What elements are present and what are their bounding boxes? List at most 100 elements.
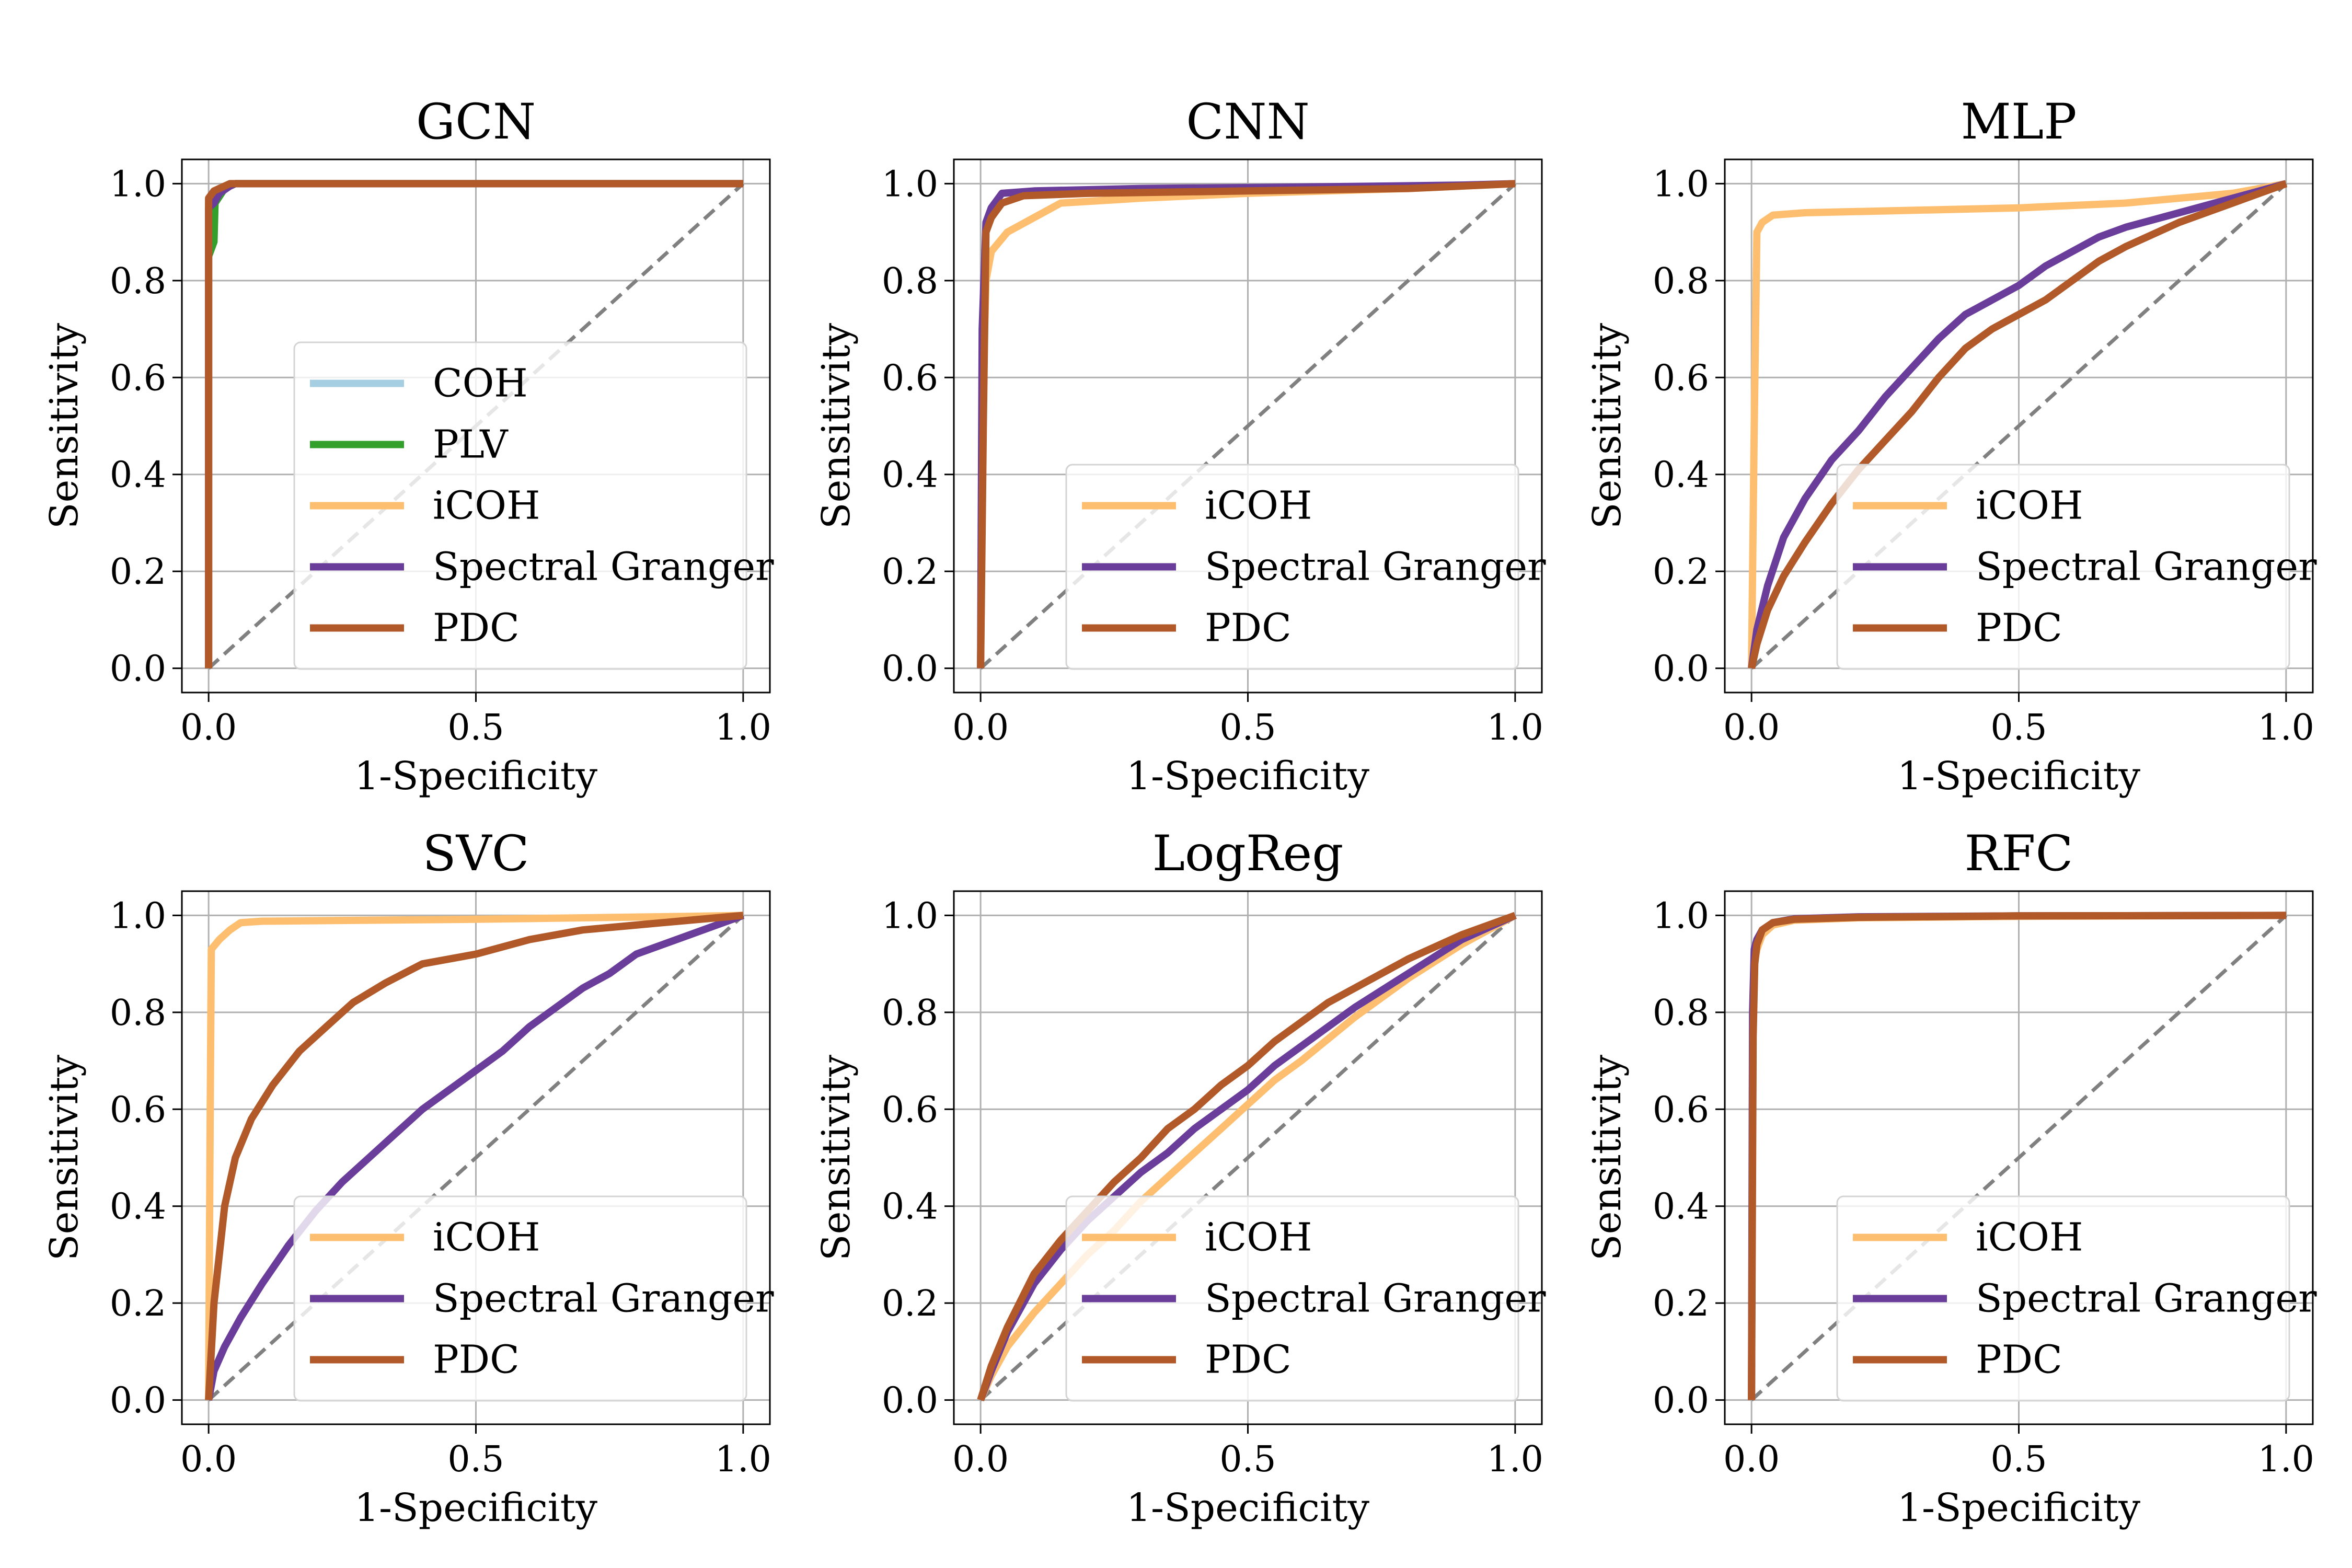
- roc-curve-spectral-granger: [1748, 180, 2287, 669]
- legend-label: PDC: [1976, 1338, 2062, 1382]
- y-axis-label: Sensitivity: [814, 1055, 859, 1261]
- roc-curve-icoh: [977, 912, 1517, 1402]
- x-tick-label: 0.0: [180, 1439, 237, 1480]
- x-tick-label: 0.0: [1723, 707, 1780, 748]
- roc-curve-pdc: [1748, 912, 2286, 1400]
- legend: iCOH Spectral Granger PDC: [1836, 464, 2317, 670]
- legend-label: Spectral Granger: [1976, 1276, 2317, 1321]
- legend: iCOH Spectral Granger PDC: [1836, 1195, 2317, 1402]
- y-tick-label: 0.8: [882, 261, 938, 302]
- legend-box: [1065, 1195, 1519, 1402]
- y-tick-label: 0.8: [110, 261, 166, 302]
- roc-panel-mlp: 0.0 0.5 1.0 0.0 0.2 0.4 0.6 0.8 1.0 MLP 1-Specific…: [1585, 94, 2317, 799]
- y-tick-label: 0.2: [1653, 1283, 1709, 1324]
- y-axis-label: Sensitivity: [1585, 1055, 1630, 1261]
- legend-label: iCOH: [1976, 1215, 2083, 1260]
- y-tick-label: 0.4: [110, 455, 166, 496]
- legend-box: [1836, 464, 2290, 670]
- x-tick-label: 1.0: [715, 707, 771, 748]
- chart-title: SVC: [422, 825, 529, 882]
- legend-label: PDC: [433, 606, 520, 651]
- x-tick-label: 0.5: [1990, 707, 2047, 748]
- x-tick-label: 1.0: [2258, 707, 2314, 748]
- y-tick-label: 1.0: [1653, 895, 1709, 937]
- y-axis-label: Sensitivity: [814, 323, 859, 529]
- y-tick-label: 0.6: [1653, 1089, 1709, 1131]
- legend: iCOH Spectral Granger PDC: [1065, 464, 1546, 670]
- y-tick-label: 0.6: [882, 1089, 938, 1131]
- x-tick-label: 0.0: [1723, 1439, 1780, 1480]
- x-axis-label: 1-Specificity: [1126, 754, 1369, 799]
- y-tick-label: 0.4: [882, 1186, 938, 1228]
- legend-label: Spectral Granger: [433, 1276, 774, 1321]
- x-axis-label: 1-Specificity: [1897, 1485, 2140, 1530]
- x-tick-label: 0.5: [1990, 1439, 2047, 1480]
- roc-panel-rfc: 0.0 0.5 1.0 0.0 0.2 0.4 0.6 0.8 1.0 RFC 1-Specific…: [1585, 825, 2317, 1530]
- x-tick-label: 0.0: [180, 707, 237, 748]
- y-tick-label: 0.6: [110, 358, 166, 399]
- legend-label: COH: [433, 361, 528, 406]
- legend-label: iCOH: [433, 483, 540, 528]
- y-tick-label: 0.4: [882, 455, 938, 496]
- x-axis-label: 1-Specificity: [1897, 754, 2140, 799]
- y-tick-label: 0.6: [882, 358, 938, 399]
- chance-diagonal-line: [979, 914, 1517, 1402]
- y-tick-label: 0.4: [110, 1186, 166, 1228]
- y-tick-label: 0.0: [1653, 649, 1709, 690]
- y-tick-label: 1.0: [110, 164, 166, 205]
- y-tick-label: 0.8: [1653, 993, 1709, 1034]
- x-tick-label: 0.5: [447, 1439, 504, 1480]
- chance-diagonal-line: [207, 914, 745, 1402]
- y-tick-label: 0.2: [882, 1283, 938, 1324]
- y-tick-label: 0.2: [1653, 551, 1709, 593]
- roc-curve-pdc: [977, 912, 1517, 1401]
- roc-curve-icoh: [205, 912, 744, 1400]
- legend-label: iCOH: [1205, 1215, 1312, 1260]
- y-tick-label: 0.0: [1653, 1380, 1709, 1422]
- legend-label: Spectral Granger: [1976, 545, 2317, 590]
- legend-label: Spectral Granger: [433, 545, 774, 590]
- legend-label: PDC: [1205, 606, 1292, 651]
- roc-panel-gcn: 0.0 0.5 1.0 0.0 0.2 0.4 0.6 0.8 1.0 GCN 1-Specific…: [42, 94, 774, 799]
- y-tick-label: 0.0: [882, 1380, 938, 1422]
- chance-diagonal-line: [1750, 914, 2288, 1402]
- y-tick-label: 0.2: [110, 551, 166, 593]
- y-tick-label: 1.0: [1653, 164, 1709, 205]
- x-tick-label: 1.0: [2258, 1439, 2314, 1480]
- roc-curve-pdc: [1748, 180, 2288, 670]
- chart-title: GCN: [416, 94, 536, 151]
- x-tick-label: 1.0: [715, 1439, 771, 1480]
- legend-label: Spectral Granger: [1205, 545, 1546, 590]
- legend: COH PLV iCOH Spectral Granger PDC: [293, 341, 774, 670]
- roc-curve-pdc: [205, 180, 743, 668]
- legend: iCOH Spectral Granger PDC: [1065, 1195, 1546, 1402]
- y-tick-label: 0.4: [1653, 1186, 1709, 1228]
- chart-title: RFC: [1965, 825, 2073, 882]
- chance-diagonal-line: [1750, 182, 2288, 670]
- y-tick-label: 0.4: [1653, 455, 1709, 496]
- y-tick-label: 0.6: [110, 1089, 166, 1131]
- roc-curve-spectral-granger: [205, 912, 745, 1401]
- y-tick-label: 0.8: [1653, 261, 1709, 302]
- legend-label: PDC: [433, 1338, 520, 1382]
- y-tick-label: 0.8: [882, 993, 938, 1034]
- legend-label: iCOH: [1205, 483, 1312, 528]
- y-tick-label: 0.8: [110, 993, 166, 1034]
- roc-curve-icoh: [1748, 180, 2287, 668]
- legend: iCOH Spectral Granger PDC: [293, 1195, 774, 1402]
- y-axis-label: Sensitivity: [42, 323, 87, 529]
- y-tick-label: 0.0: [882, 649, 938, 690]
- x-tick-label: 0.5: [447, 707, 504, 748]
- x-tick-label: 0.0: [952, 1439, 1009, 1480]
- legend-box: [1836, 1195, 2290, 1402]
- legend-label: PDC: [1205, 1338, 1292, 1382]
- legend-box: [293, 341, 747, 670]
- legend-box: [293, 1195, 747, 1402]
- roc-curve-pdc: [205, 912, 744, 1400]
- chart-title: CNN: [1186, 94, 1309, 151]
- x-tick-label: 0.5: [1219, 1439, 1276, 1480]
- legend-label: iCOH: [1976, 483, 2083, 528]
- chart-title: LogReg: [1152, 825, 1344, 882]
- y-tick-label: 1.0: [110, 895, 166, 937]
